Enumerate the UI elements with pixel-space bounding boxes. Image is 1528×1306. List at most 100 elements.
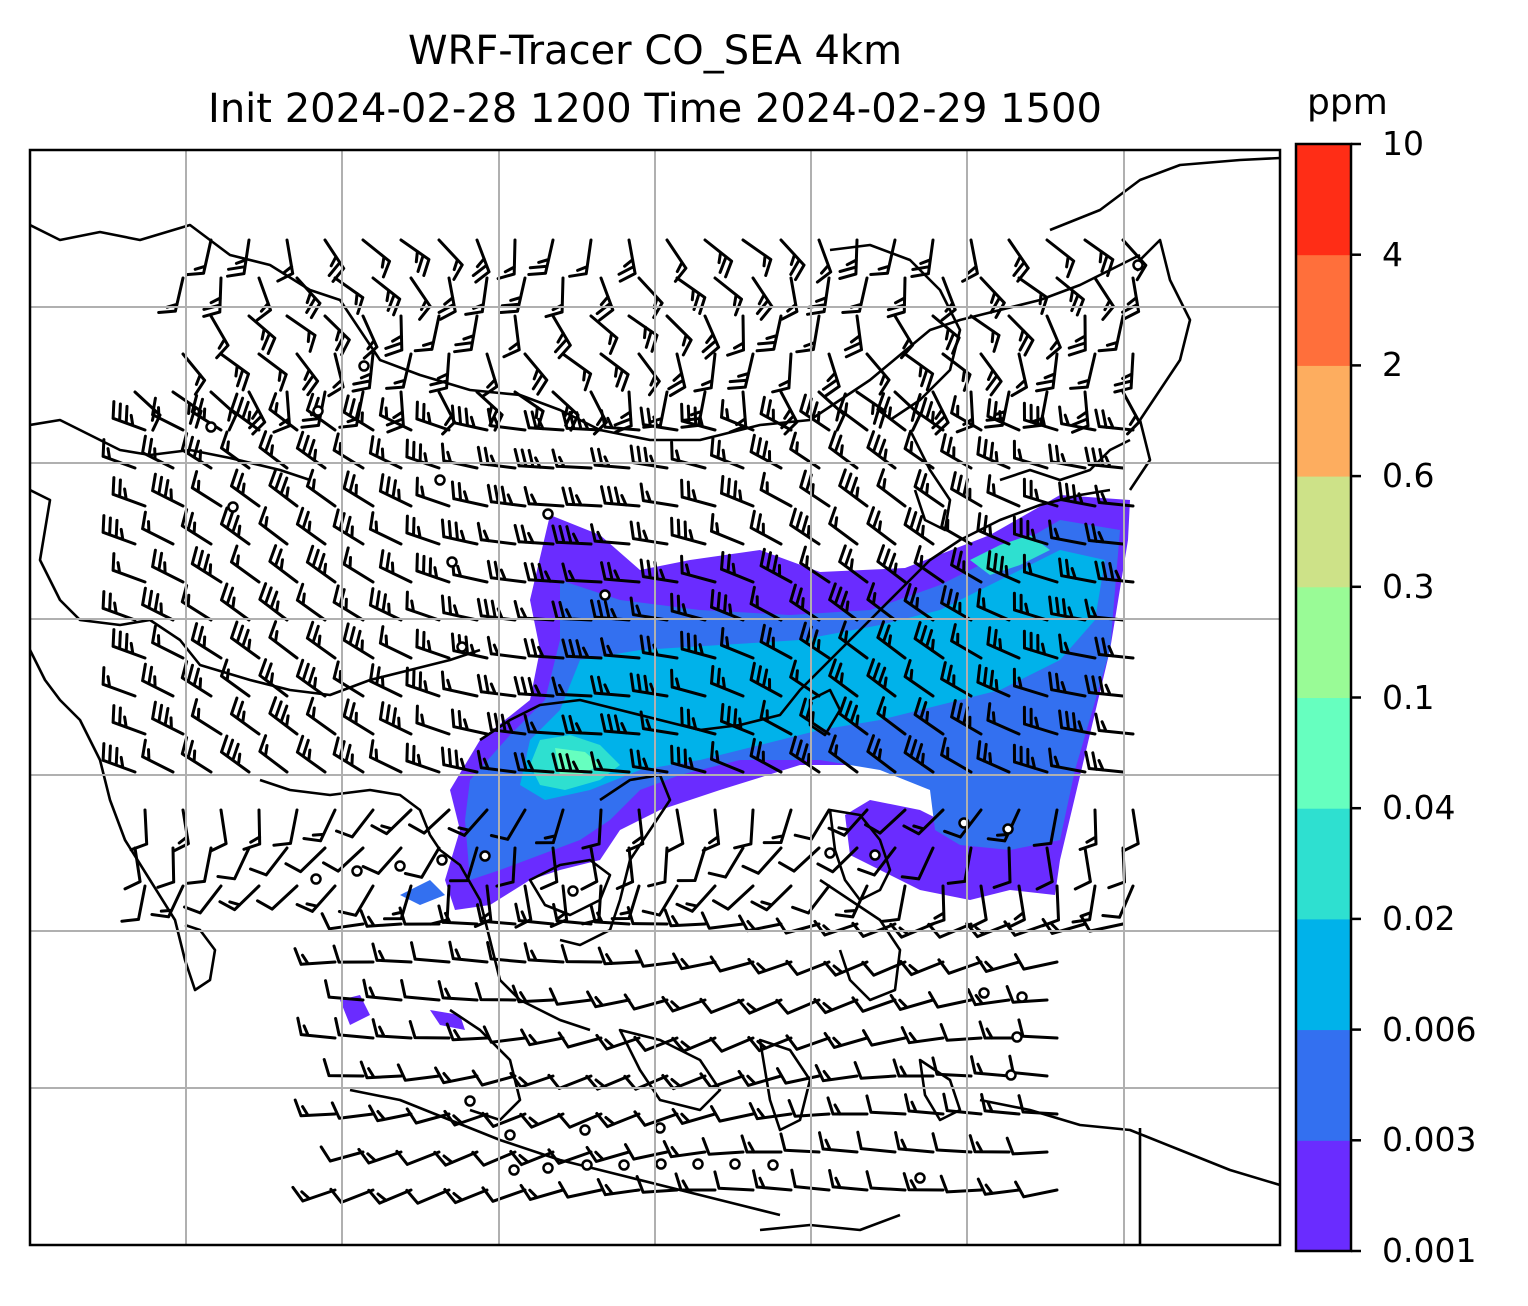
wind-barb xyxy=(476,673,517,698)
wind-barb xyxy=(876,544,907,584)
wind-barb xyxy=(613,390,633,434)
wind-barb xyxy=(828,430,859,470)
wind-barb xyxy=(476,597,517,622)
wind-barb xyxy=(180,736,213,774)
wind-barb xyxy=(183,884,223,915)
wind-barb xyxy=(1017,276,1049,315)
wind-barb xyxy=(443,1188,489,1205)
calm-marker xyxy=(692,1158,704,1170)
wind-barb xyxy=(826,1096,869,1116)
wind-barb xyxy=(111,628,147,660)
wind-barb xyxy=(976,664,1011,698)
wind-barb xyxy=(440,670,479,698)
colorbar-segment xyxy=(1296,918,1351,1031)
wind-barb xyxy=(101,590,137,622)
wind-barb xyxy=(190,394,223,432)
wind-barb xyxy=(190,622,223,660)
wind-barb xyxy=(440,518,479,546)
wind-barb xyxy=(1012,591,1049,622)
calm-marker xyxy=(479,850,491,862)
wind-barb xyxy=(903,431,935,470)
wind-barb xyxy=(486,941,527,964)
wind-barb xyxy=(641,884,679,917)
calm-marker xyxy=(312,405,324,417)
wind-barb xyxy=(368,511,403,546)
wind-barb xyxy=(141,434,175,470)
wind-barb xyxy=(670,516,707,546)
wind-barb xyxy=(710,1105,755,1123)
wind-barb xyxy=(818,1131,859,1154)
map-frame xyxy=(28,148,1282,1247)
wind-barb xyxy=(595,276,615,322)
wind-barb xyxy=(448,940,489,964)
wind-barb xyxy=(670,744,707,774)
wind-barb xyxy=(976,1177,1021,1196)
wind-barb xyxy=(737,998,783,1015)
wind-barb xyxy=(894,1131,935,1154)
wind-barb xyxy=(295,884,337,913)
wind-barb xyxy=(230,620,261,660)
wind-barb xyxy=(513,448,555,470)
wind-barb xyxy=(332,660,365,698)
wind-barb xyxy=(305,696,337,736)
wind-barb xyxy=(523,562,565,584)
wind-barb xyxy=(880,884,907,923)
wind-barb xyxy=(780,276,799,321)
wind-barb xyxy=(931,1132,973,1154)
wind-barb xyxy=(1094,484,1135,508)
wind-barb xyxy=(970,1055,1011,1078)
wind-barb xyxy=(778,846,821,873)
wind-barb xyxy=(370,808,413,836)
wind-barb xyxy=(853,1061,897,1080)
wind-barb xyxy=(202,276,223,318)
wind-barb xyxy=(1070,390,1090,434)
wind-barb xyxy=(272,808,299,847)
wind-barb xyxy=(928,991,973,1009)
wind-barb xyxy=(1045,314,1062,360)
wind-barb xyxy=(440,746,479,774)
wind-barb xyxy=(141,510,175,546)
wind-barb xyxy=(856,1130,897,1154)
wind-barb xyxy=(671,1036,717,1053)
wind-barb xyxy=(437,276,457,321)
calm-marker xyxy=(358,360,370,372)
wind-barb xyxy=(986,398,1021,432)
wind-barb xyxy=(828,506,859,546)
wind-barb xyxy=(502,314,521,359)
wind-barb xyxy=(1048,747,1087,774)
wind-barb xyxy=(111,476,147,508)
wind-barb xyxy=(342,394,375,432)
wind-barb xyxy=(295,276,322,320)
wind-barb xyxy=(342,698,375,736)
wind-barb xyxy=(701,1137,745,1156)
wind-barb xyxy=(627,314,659,353)
wind-barb xyxy=(1071,884,1097,924)
wind-barb xyxy=(486,711,527,736)
wind-barb xyxy=(600,561,641,584)
calm-marker xyxy=(1132,259,1144,271)
wind-barb xyxy=(789,735,821,774)
wind-barb xyxy=(332,432,365,470)
wind-barb xyxy=(1012,743,1049,774)
wind-barb xyxy=(1045,238,1076,279)
wind-barb xyxy=(823,960,869,977)
calm-marker xyxy=(729,1158,741,1170)
wind-barb xyxy=(876,468,907,508)
calm-marker xyxy=(456,641,468,653)
wind-barb xyxy=(305,544,337,584)
wind-barb xyxy=(332,508,365,546)
wind-barb xyxy=(302,808,337,843)
wind-barb xyxy=(639,634,679,660)
wind-barb xyxy=(789,583,821,622)
wind-barb xyxy=(513,390,545,429)
wind-barb xyxy=(670,592,707,622)
wind-barb xyxy=(1014,953,1059,971)
wind-barb xyxy=(710,665,745,698)
colorbar-segment xyxy=(1296,1140,1351,1252)
wind-barb xyxy=(1121,238,1148,282)
wind-barb xyxy=(748,1102,793,1121)
wind-barb xyxy=(486,559,527,584)
wind-barb xyxy=(335,808,375,839)
wind-barb xyxy=(617,238,637,283)
